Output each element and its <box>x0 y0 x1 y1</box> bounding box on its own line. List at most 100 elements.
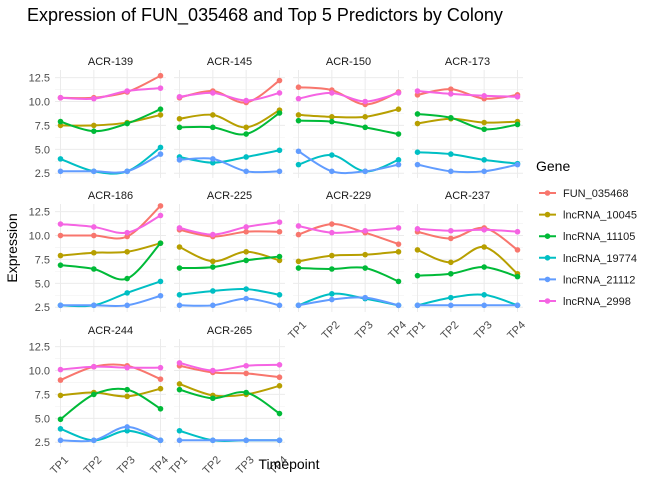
data-point <box>243 286 249 292</box>
series-line <box>417 163 518 174</box>
x-tick-label: TP2 <box>201 454 224 477</box>
data-point <box>57 377 64 383</box>
data-point <box>91 128 97 134</box>
series-line <box>60 387 161 398</box>
data-point <box>329 168 335 175</box>
data-point <box>395 278 402 285</box>
data-point <box>295 265 302 271</box>
legend-key-point <box>544 254 551 261</box>
series-line <box>60 294 161 308</box>
series-line <box>298 250 399 263</box>
data-point <box>57 262 64 268</box>
series-line <box>60 214 161 235</box>
data-point <box>210 437 216 444</box>
series-line <box>60 108 161 133</box>
y-tick-label: 12.5 <box>29 207 50 219</box>
y-tick-label: 7.5 <box>35 254 50 266</box>
data-point <box>124 248 130 255</box>
series-line <box>60 242 162 281</box>
data-point <box>157 385 164 392</box>
y-tick-label: 12.5 <box>29 73 50 85</box>
data-point <box>276 168 283 175</box>
data-point <box>329 152 335 158</box>
chart-title: Expression of FUN_035468 and Top 5 Predi… <box>27 5 503 26</box>
data-point <box>514 161 521 168</box>
data-point <box>414 247 421 253</box>
data-point <box>243 124 249 131</box>
x-tick-label: TP4 <box>148 454 171 477</box>
data-point <box>414 111 421 117</box>
facet-strip-label: ACR-225 <box>207 190 252 202</box>
x-tick-label: TP3 <box>353 319 376 342</box>
legend-item: lncRNA_2998 <box>539 296 631 308</box>
data-point <box>276 383 283 389</box>
data-point <box>362 227 368 234</box>
y-tick-label: 5.0 <box>35 144 50 156</box>
data-point <box>329 90 335 96</box>
data-point <box>91 232 97 239</box>
series-line <box>417 266 518 278</box>
legend-label: lncRNA_19774 <box>563 253 637 265</box>
data-point <box>395 90 402 96</box>
x-tick-label: TP2 <box>439 319 462 342</box>
y-tick-label: 5.0 <box>35 278 50 290</box>
facet-strip-label: ACR-186 <box>88 190 133 202</box>
data-point <box>329 266 335 272</box>
x-tick-label: TP3 <box>472 319 495 342</box>
data-point <box>514 93 521 100</box>
data-point <box>176 265 183 271</box>
data-point <box>91 266 97 272</box>
legend-label: lncRNA_11105 <box>563 231 635 243</box>
data-point <box>414 120 421 127</box>
y-tick-label: 2.5 <box>35 302 50 314</box>
facet-strip-label: ACR-244 <box>88 325 133 337</box>
series-line <box>417 246 519 275</box>
data-point <box>157 364 164 371</box>
data-point <box>448 168 454 175</box>
legend-key-point <box>544 298 551 304</box>
data-point <box>295 231 302 238</box>
data-point <box>176 225 183 231</box>
data-point <box>395 106 402 112</box>
data-point <box>57 437 64 444</box>
facet-strip-label: ACR-229 <box>326 190 371 202</box>
data-point <box>448 91 454 97</box>
data-point <box>481 227 487 233</box>
data-point <box>329 296 335 303</box>
data-point <box>91 391 97 398</box>
data-point <box>243 131 249 137</box>
data-point <box>448 86 454 92</box>
data-point <box>210 288 216 294</box>
series-line <box>60 205 162 240</box>
data-point <box>157 278 164 285</box>
y-tick-label: 10.0 <box>29 366 50 378</box>
data-point <box>295 302 302 309</box>
data-point <box>124 120 130 127</box>
series-line <box>60 425 161 443</box>
data-point <box>448 294 454 301</box>
facet-panel: ACR-244 2.5 5.0 7.5 10.0 12.5 TP1 TP2 TP3 TP4 <box>29 325 171 477</box>
data-point <box>481 157 487 163</box>
series-line <box>179 157 280 174</box>
data-point <box>481 168 487 175</box>
legend-key-point <box>544 190 551 196</box>
legend-item: lncRNA_21112 <box>539 274 635 286</box>
x-axis-title: Timepoint <box>259 456 320 472</box>
series-line <box>297 150 399 175</box>
series-line <box>179 255 280 270</box>
series-line <box>298 108 399 119</box>
x-tick-label: TP1 <box>405 319 428 342</box>
data-point <box>57 118 64 125</box>
data-point <box>176 157 183 163</box>
data-point <box>514 247 521 253</box>
data-point <box>91 437 97 444</box>
data-point <box>124 229 130 236</box>
data-point <box>124 424 130 430</box>
data-point <box>414 161 421 168</box>
series-line <box>179 228 280 238</box>
series-line <box>179 91 280 102</box>
data-point <box>276 228 283 235</box>
y-tick-label: 2.5 <box>35 437 50 449</box>
facet-strip-label: ACR-237 <box>445 190 490 202</box>
legend-key-point <box>544 276 551 283</box>
